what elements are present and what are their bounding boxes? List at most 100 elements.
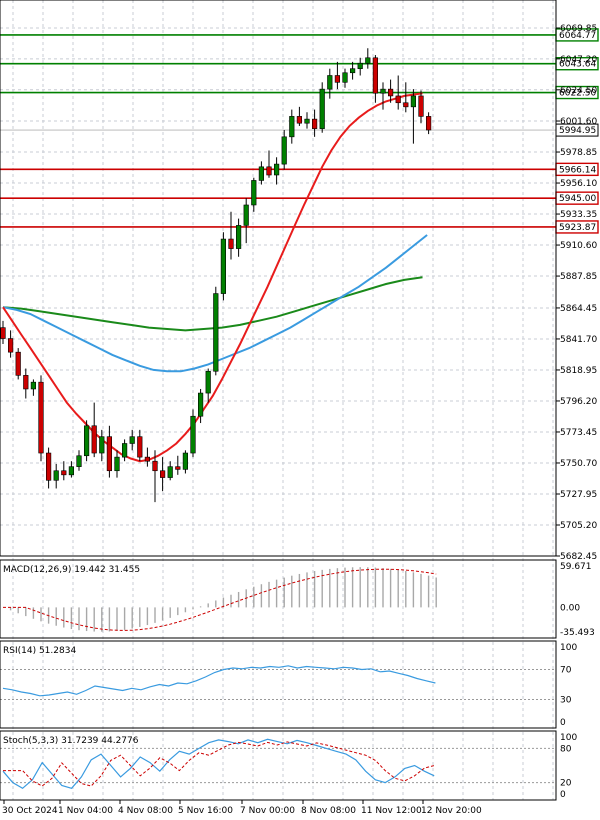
candle-body xyxy=(365,57,371,64)
candle-body xyxy=(357,62,363,69)
stoch-tick-label: 20 xyxy=(560,779,572,789)
macd-panel: MACD(12,26,9) 19.442 31.455 59.671 0.00 -35… xyxy=(3,562,595,638)
candle-body xyxy=(319,88,325,129)
candle-body xyxy=(167,466,173,478)
candle-body xyxy=(198,392,204,417)
candle-body xyxy=(251,180,257,206)
rsi-tick-label: 100 xyxy=(560,643,577,653)
rsi-line xyxy=(2,665,436,697)
stoch-tick-label: 100 xyxy=(560,733,577,743)
candle-body xyxy=(23,375,29,390)
stoch-tick-label: 80 xyxy=(560,744,572,754)
y-tick-label: 6001.60 xyxy=(560,117,597,127)
candle-body xyxy=(213,293,219,372)
rsi-tick-label: 0 xyxy=(560,718,566,728)
level-label: 5923.87 xyxy=(559,223,596,233)
candle-body xyxy=(205,370,211,394)
candle-body xyxy=(281,136,287,165)
level-label: 6022.50 xyxy=(559,89,596,99)
main-panel-frame xyxy=(0,0,557,557)
x-tick-label: 30 Oct 2024 xyxy=(2,806,58,816)
rsi-tick-label: 70 xyxy=(560,666,572,676)
candle-body xyxy=(296,116,303,124)
macd-panel-frame xyxy=(0,559,557,639)
y-tick-label: 5818.95 xyxy=(560,366,597,376)
y-tick-label: 5864.45 xyxy=(560,304,597,314)
x-tick-label: 7 Nov 00:00 xyxy=(240,806,295,816)
candle-body xyxy=(68,466,74,476)
candle-body xyxy=(30,381,37,390)
sma-fast-line xyxy=(2,92,423,463)
candle-body xyxy=(243,204,249,226)
candle-body xyxy=(349,68,356,74)
current-price-label: 5994.95 xyxy=(559,126,596,136)
candle-body xyxy=(175,466,181,470)
candle-body xyxy=(152,460,158,472)
candle-body xyxy=(137,436,143,458)
macd-tick-label: 59.671 xyxy=(560,562,592,572)
candle-body xyxy=(228,238,234,249)
candle-body xyxy=(190,415,196,454)
candle-body xyxy=(122,443,128,458)
x-tick-label: 11 Nov 12:00 xyxy=(361,806,422,816)
candle-body xyxy=(53,470,59,481)
candle-body xyxy=(311,118,318,129)
sma-slow-line xyxy=(2,276,423,332)
candle-body xyxy=(387,88,394,97)
candle-body xyxy=(8,338,14,353)
y-tick-label: 5796.20 xyxy=(560,397,597,407)
candle-body xyxy=(289,116,295,138)
candle-body xyxy=(0,327,6,339)
y-tick-label: 5705.20 xyxy=(560,521,597,531)
candle-body xyxy=(403,102,409,108)
macd-tick-label: -35.493 xyxy=(560,628,595,638)
macd-signal-line xyxy=(3,568,437,631)
candle-body xyxy=(114,456,120,472)
candle-body xyxy=(182,452,189,470)
candle-body xyxy=(395,95,401,104)
candle-body xyxy=(380,88,386,94)
y-tick-label: 5773.45 xyxy=(560,428,597,438)
candle-body xyxy=(15,351,21,376)
macd-tick-label: 0.00 xyxy=(560,603,580,613)
candle-body xyxy=(99,436,105,454)
level-label: 6043.64 xyxy=(559,60,596,70)
candle-body xyxy=(258,166,265,181)
candle-body xyxy=(425,116,432,131)
grid-lines xyxy=(0,0,556,800)
y-tick-label: 5956.10 xyxy=(560,179,597,189)
candle-body xyxy=(372,57,379,94)
rsi-panel: RSI(14) 51.2834 100 70 30 0 xyxy=(0,643,577,728)
stoch-label: Stoch(5,3,3) 31.7239 44.2776 xyxy=(3,736,139,746)
candle-body xyxy=(304,118,310,124)
candle-body xyxy=(342,72,348,83)
stoch-k-line xyxy=(2,738,435,790)
candle-body xyxy=(160,470,166,478)
level-label: 6064.77 xyxy=(559,31,596,41)
candle-body xyxy=(273,163,280,176)
x-tick-label: 12 Nov 20:00 xyxy=(421,806,482,816)
candle-body xyxy=(418,95,424,117)
x-tick-label: 5 Nov 16:00 xyxy=(178,806,233,816)
candles xyxy=(0,48,432,503)
x-tick-label: 8 Nov 08:00 xyxy=(301,806,356,816)
level-label: 5945.00 xyxy=(559,194,596,204)
macd-label: MACD(12,26,9) 19.442 31.455 xyxy=(3,565,140,575)
candle-body xyxy=(144,456,151,462)
rsi-label: RSI(14) 51.2834 xyxy=(3,646,76,656)
candle-body xyxy=(91,425,97,454)
candle-body xyxy=(84,425,90,457)
rsi-tick-label: 30 xyxy=(560,696,572,706)
y-tick-label: 6024.50 xyxy=(560,86,597,96)
candle-body xyxy=(61,470,67,476)
level-label: 5966.14 xyxy=(559,165,596,175)
candle-body xyxy=(38,381,44,454)
y-tick-label: 5682.45 xyxy=(560,552,597,562)
candle-body xyxy=(45,452,52,481)
y-tick-label: 5841.70 xyxy=(560,335,597,345)
y-tick-label: 5910.60 xyxy=(560,241,597,251)
candle-body xyxy=(327,75,333,90)
moving-averages xyxy=(2,92,428,463)
x-tick-label: 4 Nov 08:00 xyxy=(118,806,173,816)
